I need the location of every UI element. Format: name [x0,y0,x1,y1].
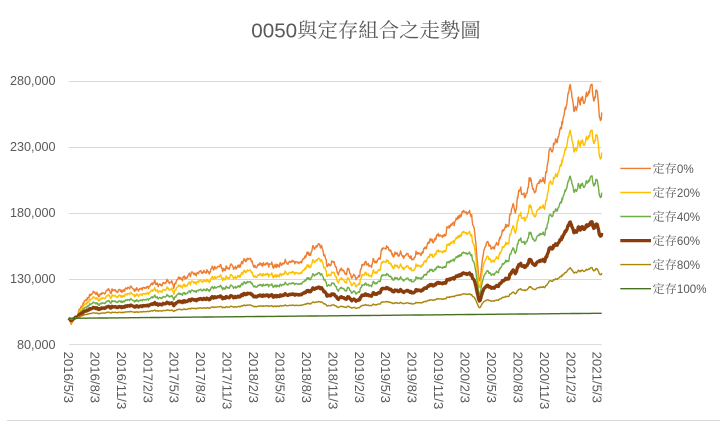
svg-text:2018/11/3: 2018/11/3 [325,352,340,410]
svg-text:60%: 60% [677,235,700,248]
svg-text:2016/11/3: 2016/11/3 [114,352,129,410]
svg-text:2017/2/3: 2017/2/3 [140,352,155,403]
svg-text:2020/8/3: 2020/8/3 [510,352,525,403]
svg-text:100%: 100% [677,283,707,296]
svg-text:2020/5/3: 2020/5/3 [484,352,499,403]
svg-text:80,000: 80,000 [17,338,56,352]
svg-text:80%: 80% [677,259,700,272]
svg-text:2020/2/3: 2020/2/3 [458,352,473,403]
svg-text:2019/2/3: 2019/2/3 [352,352,367,403]
svg-text:0%: 0% [677,163,694,176]
svg-text:2017/11/3: 2017/11/3 [220,352,235,410]
svg-text:2017/5/3: 2017/5/3 [167,352,182,403]
svg-text:2021/5/3: 2021/5/3 [590,352,605,403]
svg-text:2019/11/3: 2019/11/3 [431,352,446,410]
svg-text:2018/8/3: 2018/8/3 [299,352,314,403]
svg-text:2019/5/3: 2019/5/3 [378,352,393,403]
svg-text:130,000: 130,000 [10,272,56,286]
svg-text:2018/2/3: 2018/2/3 [246,352,261,403]
svg-text:40%: 40% [677,211,700,224]
svg-text:0050: 0050 [251,19,297,42]
svg-text:20%: 20% [677,187,700,200]
svg-text:180,000: 180,000 [10,206,56,220]
svg-text:2020/11/3: 2020/11/3 [537,352,552,410]
svg-text:2021/2/3: 2021/2/3 [563,352,578,403]
svg-text:2019/8/3: 2019/8/3 [405,352,420,403]
svg-text:2016/5/3: 2016/5/3 [61,352,76,403]
svg-text:2018/5/3: 2018/5/3 [273,352,288,403]
svg-text:230,000: 230,000 [10,140,56,154]
svg-text:2017/8/3: 2017/8/3 [193,352,208,403]
svg-text:2016/8/3: 2016/8/3 [87,352,102,403]
svg-text:280,000: 280,000 [10,74,56,88]
